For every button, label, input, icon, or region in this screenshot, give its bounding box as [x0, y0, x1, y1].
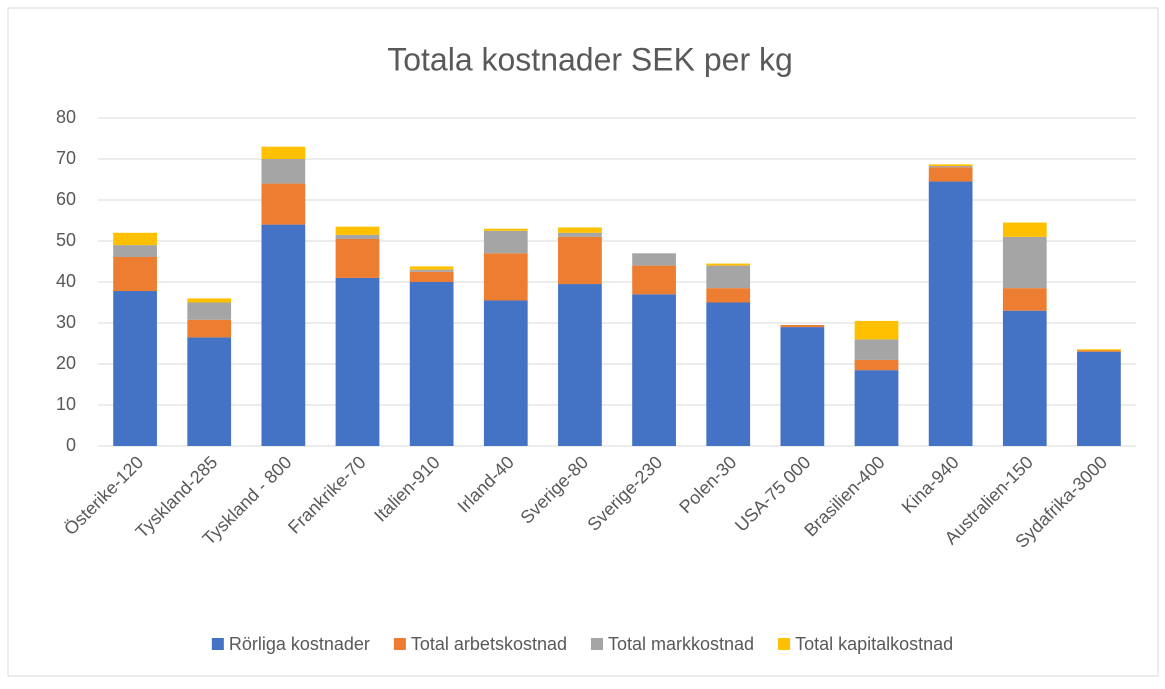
bar-segment [187, 337, 232, 446]
y-tick-label: 40 [56, 271, 76, 291]
legend-label: Total kapitalkostnad [795, 634, 953, 654]
bar-segment [928, 164, 973, 166]
bar-segment [928, 165, 973, 168]
bar-segment [558, 284, 602, 446]
bar-segment [1077, 351, 1121, 446]
bar-segment [335, 238, 380, 278]
bar-segment [335, 277, 380, 446]
legend-label: Rörliga kostnader [229, 634, 370, 654]
bar-segment [483, 300, 528, 446]
bar-segment [780, 325, 825, 328]
bar-segment [1077, 350, 1121, 352]
y-tick-label: 50 [56, 230, 76, 250]
bar-segment [706, 263, 751, 266]
bar-segment [632, 294, 676, 446]
bar-segment [1002, 288, 1047, 311]
bar-segment [854, 339, 899, 360]
y-tick-label: 60 [56, 189, 76, 209]
bar-segment [558, 232, 602, 237]
bar-segment [632, 253, 676, 266]
y-tick-label: 80 [56, 107, 76, 127]
bar-segment [261, 183, 306, 225]
bar-segment [483, 253, 528, 301]
bar-segment [483, 230, 528, 254]
bar-segment [706, 265, 751, 289]
bar-segment [113, 232, 157, 246]
y-tick-label: 20 [56, 353, 76, 373]
bar-segment [632, 265, 676, 295]
bar-segment [483, 228, 528, 231]
legend-label: Total markkostnad [608, 634, 754, 654]
bar-segment [187, 302, 232, 320]
legend-swatch [211, 638, 224, 650]
y-tick-label: 10 [56, 394, 76, 414]
bar-segment [409, 282, 454, 446]
y-tick-label: 30 [56, 312, 76, 332]
bar-segment [261, 224, 306, 446]
chart-title: Totala kostnader SEK per kg [387, 41, 793, 77]
bar-segment [706, 288, 751, 303]
bar-segment [113, 245, 157, 257]
bar-segment [854, 359, 899, 371]
bar-segment [409, 269, 454, 272]
bar-segment [261, 146, 306, 159]
bar-segment [928, 167, 973, 182]
bar-segment [854, 320, 899, 340]
bar-segment [558, 236, 602, 285]
bar-segment [409, 271, 454, 282]
bar-segment [854, 370, 899, 446]
bar-segment [113, 256, 157, 292]
bar-segment [1002, 236, 1047, 289]
bar-segment [187, 298, 232, 303]
bar-segment [706, 302, 751, 446]
bar-segment [1002, 222, 1047, 237]
bar-segment [558, 227, 602, 233]
y-tick-label: 0 [66, 435, 76, 455]
bar-segment [335, 234, 380, 239]
bar-segment [780, 327, 825, 446]
bar-segment [187, 319, 232, 338]
legend-swatch [590, 638, 603, 650]
legend: Rörliga kostnader Total arbetskostnad Tota… [211, 634, 953, 654]
bar-segment [409, 266, 454, 270]
legend-swatch [778, 638, 791, 650]
bar-segment [261, 159, 306, 184]
legend-swatch [393, 638, 406, 650]
bar-segment [335, 226, 380, 235]
bar-segment [1002, 310, 1047, 446]
bar-segment [1077, 349, 1121, 351]
bar-segment [928, 181, 973, 447]
bar-segment [113, 291, 157, 446]
legend-label: Total arbetskostnad [411, 634, 567, 654]
y-tick-label: 70 [56, 148, 76, 168]
